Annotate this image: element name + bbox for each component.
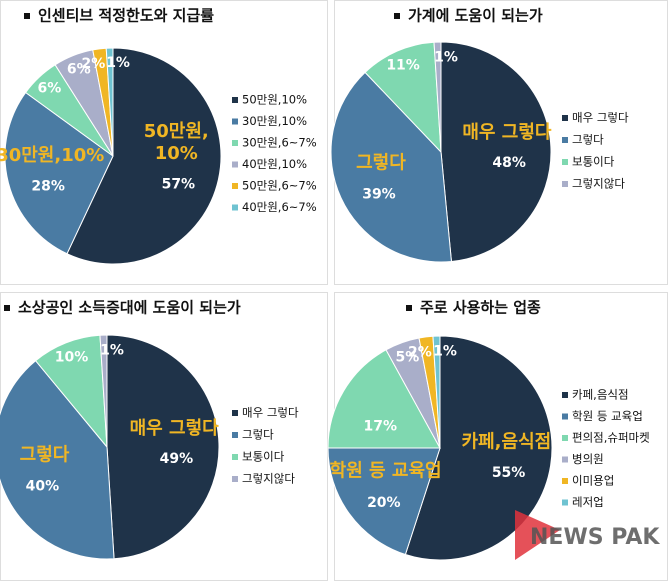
- data-label: 28%: [31, 179, 65, 195]
- data-label: 57%: [162, 177, 196, 193]
- annotation: 매우 그렇다: [130, 418, 220, 439]
- legend-marker: [232, 183, 238, 189]
- data-label: 2%: [408, 344, 432, 360]
- pie-slice: [327, 349, 441, 449]
- annotation: 매우 그렇다: [462, 122, 552, 143]
- data-label: 55%: [492, 465, 526, 481]
- annotation: 카페,음식점: [462, 432, 552, 453]
- pie-slice: [106, 334, 220, 560]
- panel-frame: [0, 0, 328, 285]
- legend-label: 그렇지않다: [572, 177, 625, 191]
- legend-marker: [562, 413, 568, 420]
- legend-label: 편의점,슈퍼마켓: [572, 431, 650, 445]
- legend-marker: [562, 456, 568, 463]
- legend-label: 50만원,6~7%: [242, 179, 317, 193]
- legend-marker: [232, 432, 238, 438]
- legend-label: 병의원: [572, 452, 604, 466]
- legend-label: 50만원,10%: [242, 93, 307, 107]
- legend-marker: [562, 392, 568, 398]
- legend-marker: [562, 181, 568, 187]
- legend-label: 매우 그렇다: [242, 406, 299, 420]
- legend-marker: [562, 137, 568, 143]
- legend-label: 레저업: [572, 495, 604, 509]
- legend-label: 매우 그렇다: [572, 111, 629, 125]
- legend-marker: [562, 499, 568, 506]
- legend-label: 40만원,10%: [242, 157, 307, 171]
- pie-slice: [440, 41, 552, 263]
- pie-slice: [433, 41, 442, 153]
- pie-slice: [4, 91, 114, 255]
- title-bullet: [24, 13, 30, 19]
- legend-marker: [232, 410, 238, 416]
- data-label: 49%: [160, 451, 194, 467]
- annotation: 그렇다: [20, 445, 70, 466]
- legend-label: 그렇지않다: [242, 472, 295, 486]
- legend-marker: [232, 118, 238, 125]
- data-label: 17%: [363, 419, 397, 435]
- annotation: 학원 등 교육업: [330, 459, 442, 481]
- annotation: 50만원,: [144, 121, 209, 142]
- legend-marker: [562, 435, 568, 441]
- data-label: 48%: [492, 155, 526, 171]
- legend-marker: [562, 478, 568, 484]
- legend-label: 40만원,6~7%: [242, 200, 317, 214]
- legend-label: 30만원,10%: [242, 114, 307, 128]
- pie-slice: [99, 334, 108, 448]
- legend-marker: [232, 97, 238, 103]
- data-label: 39%: [362, 186, 396, 202]
- title-bullet: [4, 305, 10, 311]
- data-label: 6%: [67, 62, 91, 78]
- data-label: 40%: [26, 479, 60, 495]
- legend-marker: [232, 204, 238, 211]
- legend-label: 이미용업: [572, 474, 614, 488]
- data-label: 6%: [38, 80, 62, 96]
- pie-slice: [364, 41, 442, 154]
- legend-label: 카페,음식점: [572, 388, 629, 402]
- chart-title: 인센티브 적정한도와 지급률: [38, 7, 214, 25]
- title-bullet: [394, 13, 400, 19]
- title-bullet: [406, 305, 412, 311]
- legend-marker: [562, 115, 568, 121]
- legend-label: 30만원,6~7%: [242, 136, 317, 150]
- legend-marker: [232, 476, 238, 482]
- chart-title: 소상공인 소득증대에 도움이 되는가: [18, 299, 241, 317]
- pie-slice: [404, 335, 553, 561]
- data-label: 20%: [367, 495, 401, 511]
- legend-marker: [232, 161, 238, 168]
- pie-slice: [0, 359, 115, 560]
- pie-slice: [66, 47, 222, 265]
- data-label: 2%: [81, 56, 105, 72]
- data-label: 1%: [106, 55, 130, 71]
- pie-slice: [330, 71, 453, 263]
- data-label: 1%: [434, 49, 458, 65]
- chart-title: 가계에 도움이 되는가: [408, 7, 543, 25]
- legend-marker: [232, 140, 238, 146]
- legend-label: 그렇다: [572, 133, 604, 147]
- annotation: 그렇다: [356, 152, 406, 173]
- annotation: 10%: [155, 143, 198, 164]
- pie-slice: [432, 335, 441, 449]
- legend-marker: [232, 454, 238, 460]
- data-label: 1%: [433, 344, 457, 360]
- annotation: 30만원,10%: [0, 145, 104, 166]
- data-label: 1%: [100, 343, 124, 359]
- legend-label: 보통이다: [242, 450, 285, 464]
- legend-label: 학원 등 교육업: [572, 409, 643, 423]
- watermark: NEWS PAK: [530, 525, 660, 550]
- pie-slice: [327, 447, 441, 556]
- data-label: 5%: [395, 349, 419, 365]
- logo-mark: [515, 510, 560, 560]
- legend-marker: [562, 159, 568, 165]
- pie-slice: [105, 47, 114, 157]
- legend-label: 보통이다: [572, 155, 615, 169]
- data-label: 10%: [55, 349, 89, 365]
- chart-title: 주로 사용하는 업종: [420, 299, 541, 317]
- legend-label: 그렇다: [242, 428, 274, 442]
- data-label: 11%: [386, 57, 420, 73]
